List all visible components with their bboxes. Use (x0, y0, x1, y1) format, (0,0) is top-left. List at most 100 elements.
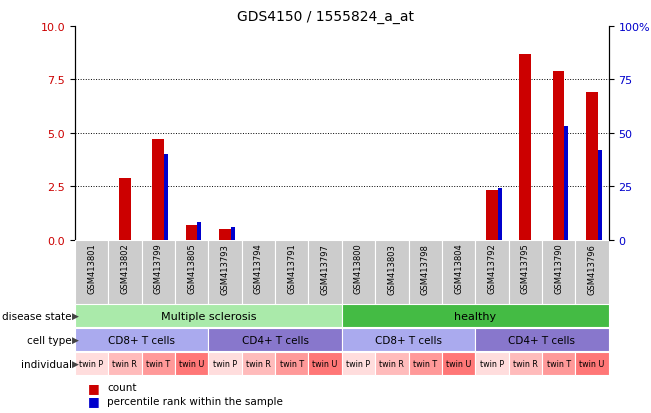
Text: ▶: ▶ (72, 311, 79, 320)
Bar (152, 140, 164, 240)
Text: count: count (107, 382, 137, 392)
Bar (309, 240, 342, 304)
Bar (542, 240, 575, 304)
Bar (542, 352, 575, 375)
Text: twin U: twin U (179, 359, 204, 368)
Bar (409, 352, 442, 375)
Text: CD8+ T cells: CD8+ T cells (108, 335, 175, 345)
Bar (564, 127, 568, 240)
Bar (375, 240, 409, 304)
Text: GSM413791: GSM413791 (287, 243, 296, 294)
Bar (75, 352, 108, 375)
Text: twin P: twin P (480, 359, 504, 368)
Bar (242, 240, 275, 304)
Text: disease state: disease state (2, 311, 72, 321)
Bar (342, 352, 375, 375)
Text: GSM413792: GSM413792 (488, 243, 497, 294)
Bar (508, 240, 542, 304)
Text: GSM413790: GSM413790 (554, 243, 563, 294)
Bar (442, 352, 475, 375)
Text: percentile rank within the sample: percentile rank within the sample (107, 396, 283, 406)
Bar (175, 240, 208, 304)
Bar (519, 55, 531, 240)
Bar (475, 240, 508, 304)
Bar (197, 223, 201, 240)
Text: twin T: twin T (280, 359, 304, 368)
Bar (475, 352, 508, 375)
Text: twin U: twin U (446, 359, 471, 368)
Text: GSM413805: GSM413805 (187, 243, 196, 294)
Bar (342, 304, 609, 328)
Text: twin U: twin U (579, 359, 605, 368)
Text: twin T: twin T (146, 359, 171, 368)
Text: GDS4150 / 1555824_a_at: GDS4150 / 1555824_a_at (237, 10, 414, 24)
Bar (586, 93, 598, 240)
Text: healthy: healthy (454, 311, 496, 321)
Text: GSM413798: GSM413798 (421, 243, 430, 294)
Text: CD8+ T cells: CD8+ T cells (375, 335, 442, 345)
Bar (575, 240, 609, 304)
Bar (409, 240, 442, 304)
Bar (142, 240, 175, 304)
Text: individual: individual (21, 359, 72, 369)
Text: twin T: twin T (547, 359, 571, 368)
Text: GSM413803: GSM413803 (387, 243, 396, 294)
Text: ▶: ▶ (72, 335, 79, 344)
Bar (175, 352, 208, 375)
Bar (208, 328, 342, 351)
Text: twin P: twin P (79, 359, 104, 368)
Text: GSM413800: GSM413800 (354, 243, 363, 294)
Bar (186, 225, 197, 240)
Bar (108, 352, 142, 375)
Bar (342, 328, 475, 351)
Bar (598, 150, 602, 240)
Text: CD4+ T cells: CD4+ T cells (242, 335, 309, 345)
Text: twin P: twin P (346, 359, 370, 368)
Bar (475, 328, 609, 351)
Bar (119, 178, 131, 240)
Text: twin T: twin T (413, 359, 437, 368)
Text: GSM413794: GSM413794 (254, 243, 263, 294)
Text: ■: ■ (88, 381, 100, 394)
Text: twin U: twin U (312, 359, 338, 368)
Bar (108, 240, 142, 304)
Bar (231, 227, 235, 240)
Text: twin R: twin R (113, 359, 137, 368)
Bar (208, 240, 242, 304)
Bar (75, 240, 108, 304)
Bar (275, 352, 309, 375)
Text: GSM413797: GSM413797 (320, 243, 329, 294)
Text: CD4+ T cells: CD4+ T cells (508, 335, 575, 345)
Text: GSM413804: GSM413804 (454, 243, 463, 294)
Text: GSM413795: GSM413795 (521, 243, 530, 294)
Text: GSM413793: GSM413793 (221, 243, 230, 294)
Bar (75, 304, 342, 328)
Bar (342, 240, 375, 304)
Text: twin R: twin R (380, 359, 404, 368)
Bar (275, 240, 309, 304)
Bar (219, 229, 231, 240)
Bar (442, 240, 475, 304)
Bar (242, 352, 275, 375)
Text: ▶: ▶ (72, 359, 79, 368)
Bar (142, 352, 175, 375)
Text: Multiple sclerosis: Multiple sclerosis (161, 311, 256, 321)
Text: cell type: cell type (27, 335, 72, 345)
Text: GSM413801: GSM413801 (87, 243, 96, 294)
Bar (309, 352, 342, 375)
Bar (508, 352, 542, 375)
Bar (553, 71, 564, 240)
Text: GSM413802: GSM413802 (120, 243, 130, 294)
Bar (75, 328, 208, 351)
Text: GSM413799: GSM413799 (154, 243, 163, 294)
Text: ■: ■ (88, 394, 100, 407)
Text: twin R: twin R (513, 359, 538, 368)
Bar (208, 352, 242, 375)
Text: GSM413796: GSM413796 (587, 243, 596, 294)
Text: twin R: twin R (246, 359, 271, 368)
Bar (575, 352, 609, 375)
Text: twin P: twin P (213, 359, 237, 368)
Bar (164, 155, 168, 240)
Bar (375, 352, 409, 375)
Bar (498, 189, 502, 240)
